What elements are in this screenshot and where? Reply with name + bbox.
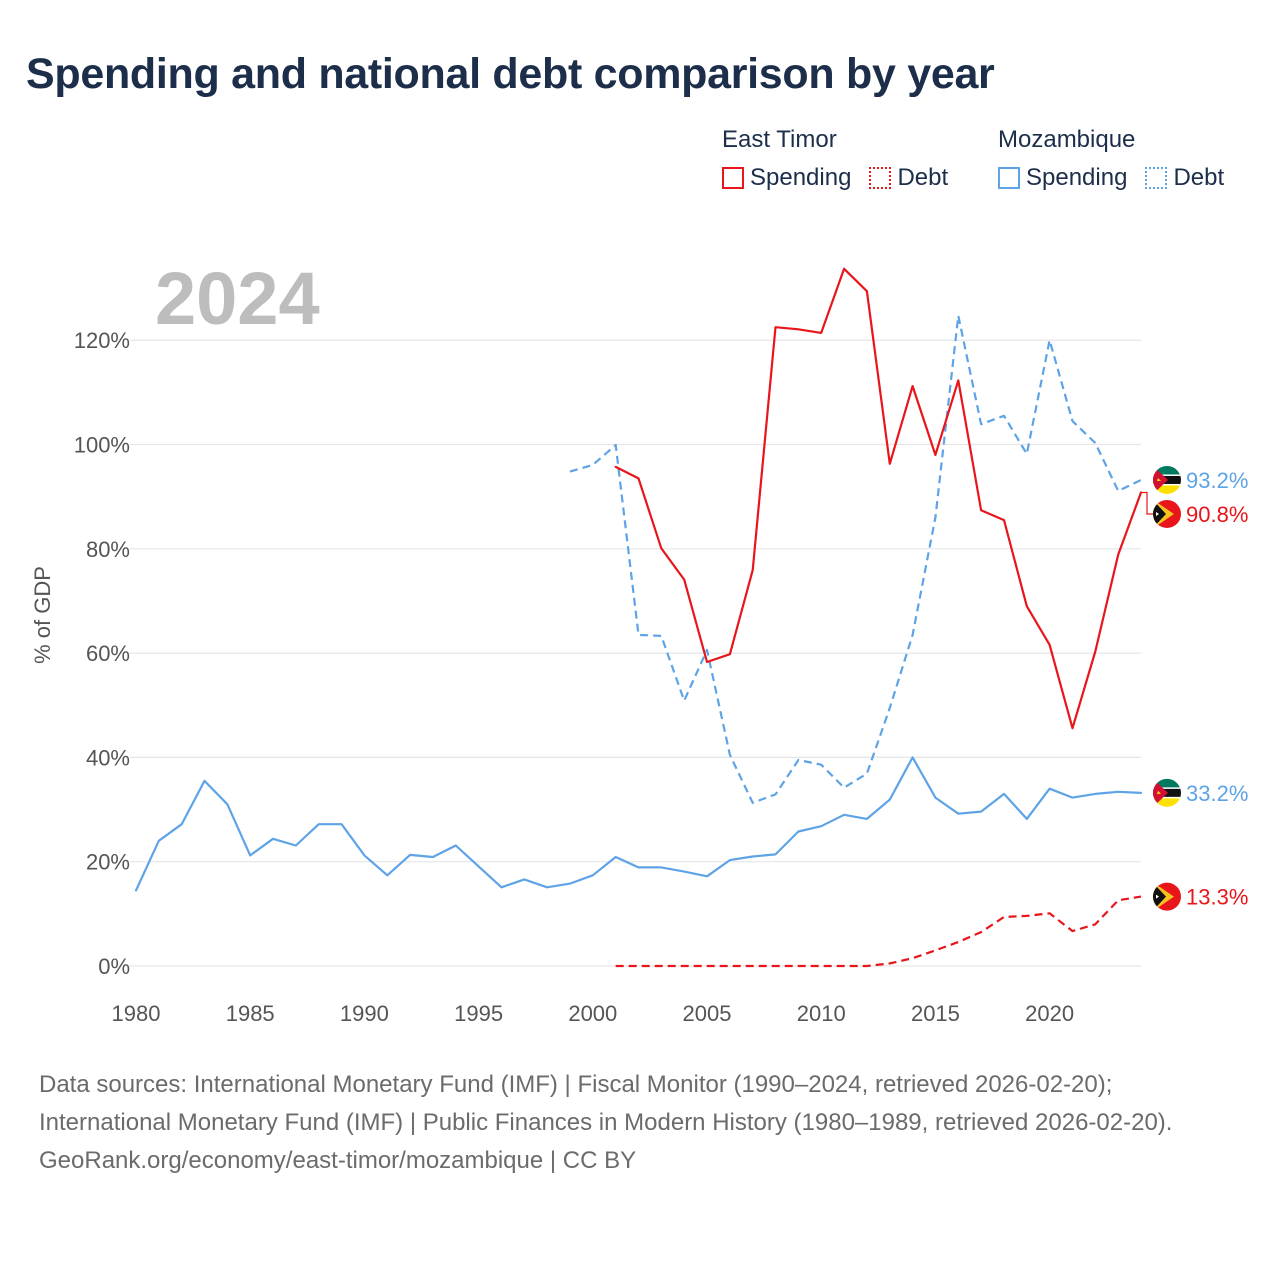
end-value-label: 90.8% xyxy=(1186,502,1248,527)
y-tick-label: 40% xyxy=(86,745,130,770)
legend-east-timor: East Timor Spending Debt xyxy=(722,122,948,192)
end-label-layer: 93.2% 90.8% 33.2% 13.3% xyxy=(1141,465,1248,912)
mozambique-flag-icon xyxy=(1152,778,1182,808)
legend-item-east-timor-debt[interactable]: Debt xyxy=(869,164,948,192)
legend-mozambique: Mozambique Spending Debt xyxy=(998,122,1224,192)
east-timor-flag-icon xyxy=(1152,499,1182,529)
x-tick-label: 2020 xyxy=(1025,1001,1074,1026)
x-tick-label: 2005 xyxy=(683,1001,732,1026)
credit-link[interactable]: GeoRank.org/economy/east-timor/mozambiqu… xyxy=(39,1147,637,1174)
year-watermark: 2024 xyxy=(155,257,320,340)
series-line-mozambique-spending[interactable] xyxy=(134,756,1143,892)
series-layer xyxy=(134,267,1143,968)
y-tick-label: 80% xyxy=(86,537,130,562)
y-tick-label: 100% xyxy=(74,433,130,458)
x-tick-label: 2015 xyxy=(911,1001,960,1026)
legend-item-mozambique-spending[interactable]: Spending xyxy=(998,164,1127,192)
legend-item-label: Spending xyxy=(750,164,852,191)
end-value-label: 33.2% xyxy=(1186,781,1248,806)
x-tick-label: 2010 xyxy=(797,1001,846,1026)
legend-item-label: Debt xyxy=(1173,164,1225,191)
y-tick-label: 20% xyxy=(86,850,130,875)
y-axis-title: % of GDP xyxy=(30,566,55,664)
legend-group-title: Mozambique xyxy=(998,126,1136,153)
x-tick-label: 1985 xyxy=(226,1001,275,1026)
line-chart: 0% 20% 40% 60% 80% 100% 120% 1980 1985 1990 1995 20… xyxy=(30,257,1248,1026)
y-tick-label: 120% xyxy=(74,328,130,353)
end-value-label: 93.2% xyxy=(1186,468,1248,493)
legend-item-mozambique-debt[interactable]: Debt xyxy=(1145,164,1224,192)
legend-item-east-timor-spending[interactable]: Spending xyxy=(722,164,851,192)
mozambique-flag-icon xyxy=(1152,465,1182,495)
legend-item-label: Spending xyxy=(1026,164,1128,191)
y-tick-label: 0% xyxy=(98,954,130,979)
x-tick-label: 1980 xyxy=(112,1001,161,1026)
end-label-connector xyxy=(1141,491,1153,515)
series-line-mozambique-debt[interactable] xyxy=(569,314,1142,804)
x-tick-label: 1990 xyxy=(340,1001,389,1026)
chart-title: Spending and national debt comparison by… xyxy=(26,50,995,98)
legend-item-label: Debt xyxy=(897,164,949,191)
series-line-east-timor-debt[interactable] xyxy=(615,895,1142,968)
data-sources-text: Data sources: International Monetary Fun… xyxy=(39,1071,1173,1136)
grid-layer xyxy=(130,339,1141,967)
x-tick-label: 1995 xyxy=(454,1001,503,1026)
legend-swatch-dotted xyxy=(869,167,892,189)
x-tick-label: 2000 xyxy=(568,1001,617,1026)
axis-layer: 0% 20% 40% 60% 80% 100% 120% 1980 1985 1990 1995 20… xyxy=(74,328,1074,1026)
footer: Data sources: International Monetary Fun… xyxy=(39,1066,1239,1180)
legend-swatch-dotted xyxy=(1145,167,1168,189)
end-value-label: 13.3% xyxy=(1186,885,1248,910)
y-tick-label: 60% xyxy=(86,641,130,666)
series-line-east-timor-spending[interactable] xyxy=(614,267,1143,730)
legend-swatch-solid xyxy=(998,167,1020,189)
east-timor-flag-icon xyxy=(1152,882,1182,912)
legend-group-title: East Timor xyxy=(722,126,837,153)
legend-swatch-solid xyxy=(722,167,744,189)
